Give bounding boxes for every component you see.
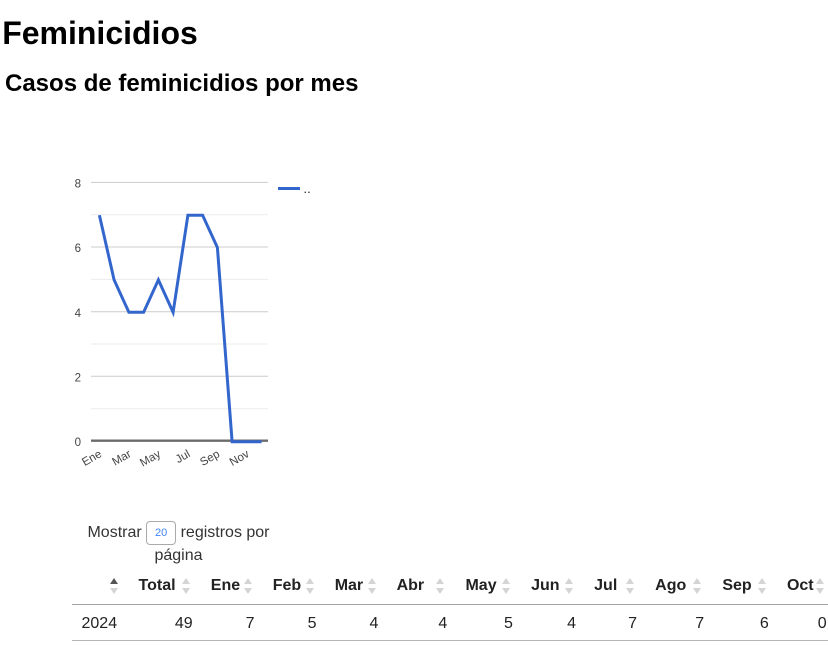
svg-text:..: .. <box>304 181 311 196</box>
svg-text:May: May <box>138 448 163 469</box>
svg-text:Sep: Sep <box>198 448 222 469</box>
svg-text:Ene: Ene <box>80 448 104 469</box>
svg-text:8: 8 <box>75 179 81 191</box>
svg-text:2: 2 <box>75 373 81 385</box>
svg-text:Jul: Jul <box>174 448 193 466</box>
svg-text:Mar: Mar <box>110 448 133 468</box>
svg-text:6: 6 <box>75 243 81 255</box>
svg-text:0: 0 <box>75 437 81 449</box>
svg-text:Nov: Nov <box>228 448 252 469</box>
svg-text:4: 4 <box>75 308 82 320</box>
